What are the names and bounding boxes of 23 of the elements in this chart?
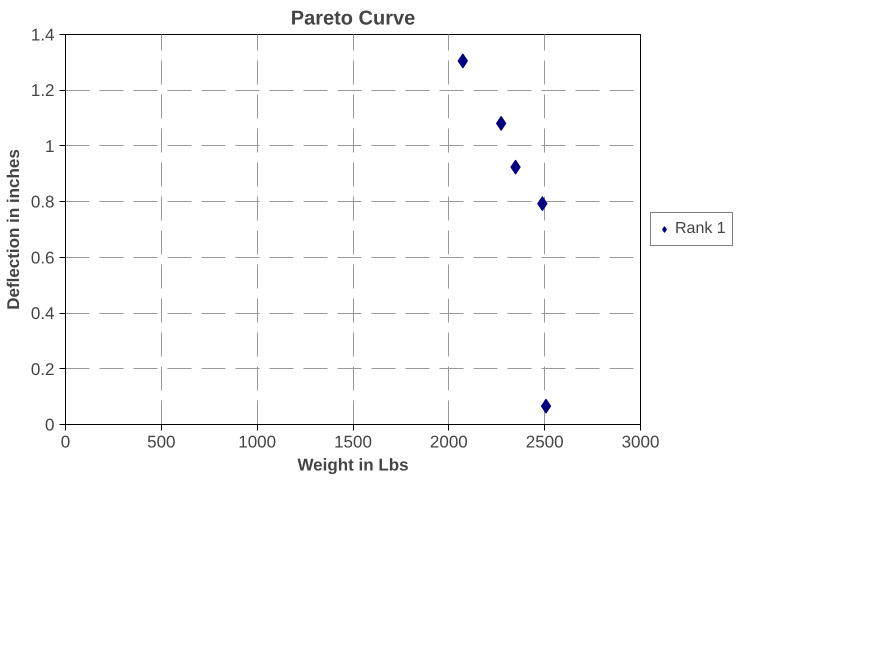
x-tick-label: 0 — [60, 432, 70, 452]
y-tick-label: 0 — [45, 416, 55, 434]
point — [510, 160, 521, 175]
chart-title: Pareto Curve — [290, 8, 416, 30]
x-tick-label: 500 — [147, 432, 176, 452]
y-tick-label: 1 — [45, 136, 55, 156]
point — [537, 196, 548, 212]
x-tick-label: 2000 — [430, 432, 468, 452]
y-tick-label: 0.2 — [30, 360, 55, 379]
y-tick-label: 1.2 — [30, 81, 55, 100]
y-axis-title: Deflection in inches — [4, 149, 23, 310]
x-tick-label: 1500 — [334, 432, 372, 452]
x-tick-label: 2500 — [526, 432, 564, 452]
y-tick-label: 0.8 — [30, 192, 55, 212]
x-axis-title: Weight in Lbs — [297, 456, 409, 474]
y-tick-label: 0.6 — [30, 248, 55, 268]
x-tick-label: 3000 — [622, 432, 660, 452]
y-tick-label: 1.4 — [30, 26, 55, 44]
legend-label: Rank 1 — [675, 220, 726, 238]
point — [540, 398, 552, 414]
y-tick-label: 0.4 — [30, 304, 55, 324]
x-tick-label: 1000 — [238, 432, 276, 452]
point — [496, 116, 506, 131]
